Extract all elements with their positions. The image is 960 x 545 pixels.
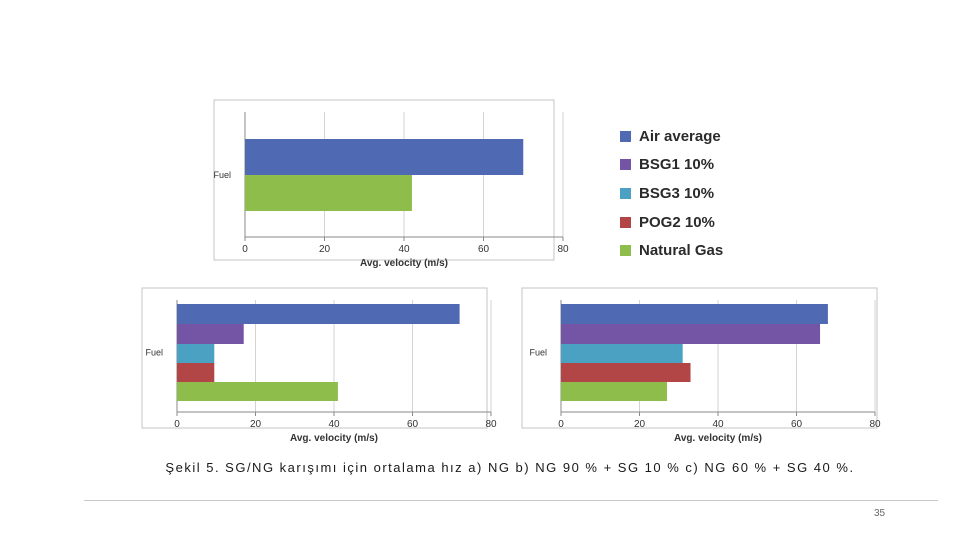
chart-b-x-axis-label: Avg. velocity (m/s) [290,433,378,444]
chart-c-bar-natural-gas [561,382,667,401]
chart-b: 0 20 40 60 80 Fuel Avg. velocity (m/s) [141,287,497,444]
legend-swatch-bsg1 [620,159,631,171]
legend-swatch-pog2 [620,216,631,228]
chart-a-tick-label-80: 80 [557,244,569,255]
chart-b-tick-label-80: 80 [485,419,497,430]
chart-c-tick-label-60: 60 [791,419,803,430]
chart-b-category-label: Fuel [145,348,163,358]
chart-a-x-axis-label: Avg. velocity (m/s) [360,258,448,269]
legend: Air average BSG1 10% BSG3 10% POG2 10% N… [620,122,723,265]
chart-b-tick-label-20: 20 [250,419,262,430]
legend-label-bsg3: BSG3 10% [639,184,715,202]
chart-c-tick-label-0: 0 [558,419,564,430]
legend-swatch-bsg3 [620,187,631,199]
legend-label-natural-gas: Natural Gas [639,242,724,260]
chart-a-bar-natural-gas [245,175,412,211]
chart-a-bar-air-average [245,139,524,175]
chart-a-tick-label-20: 20 [319,244,331,255]
chart-b-bar-bsg1-10 [177,324,244,344]
chart-c-x-axis-label: Avg. velocity (m/s) [674,433,762,444]
chart-c-tick-label-80: 80 [869,419,881,430]
chart-c-bar-bsg3-10 [561,344,683,363]
legend-item-bsg3: BSG3 10% [620,179,723,208]
chart-a-tick-label-60: 60 [478,244,490,255]
legend-item-bsg1: BSG1 10% [620,151,723,180]
chart-c: 0 20 40 60 80 Fuel Avg. velocity (m/s) [521,287,881,444]
footer-divider [84,500,938,501]
chart-b-tick-label-60: 60 [407,419,419,430]
page-number: 35 [874,508,886,519]
chart-c-tick-label-40: 40 [712,419,724,430]
chart-c-bar-pog2-10 [561,363,691,382]
chart-c-bar-air-average [561,304,828,324]
chart-a-category-label: Fuel [213,170,231,180]
figure-caption: Şekil 5. SG/NG karışımı için ortalama hı… [165,460,855,475]
legend-label-pog2: POG2 10% [639,213,715,231]
chart-c-category-label: Fuel [529,348,547,358]
chart-a: 0 20 40 60 80 Fuel Avg. velocity (m/s) [213,99,569,269]
legend-item-air-average: Air average [620,122,723,151]
legend-item-natural-gas: Natural Gas [620,236,723,265]
legend-swatch-air-average [620,130,631,142]
chart-a-tick-label-40: 40 [398,244,410,255]
chart-b-tick-label-0: 0 [174,419,180,430]
chart-b-bar-bsg3-10 [177,344,215,363]
legend-label-air-average: Air average [639,127,721,145]
chart-b-bar-pog2-10 [177,363,215,382]
legend-item-pog2: POG2 10% [620,208,723,237]
legend-swatch-natural-gas [620,245,631,257]
chart-c-tick-label-20: 20 [634,419,646,430]
chart-b-bar-natural-gas [177,382,338,401]
chart-b-bar-air-average [177,304,460,324]
chart-c-bar-bsg1-10 [561,324,821,344]
legend-label-bsg1: BSG1 10% [639,156,715,174]
chart-b-tick-label-40: 40 [328,419,340,430]
chart-a-tick-label-0: 0 [242,244,248,255]
